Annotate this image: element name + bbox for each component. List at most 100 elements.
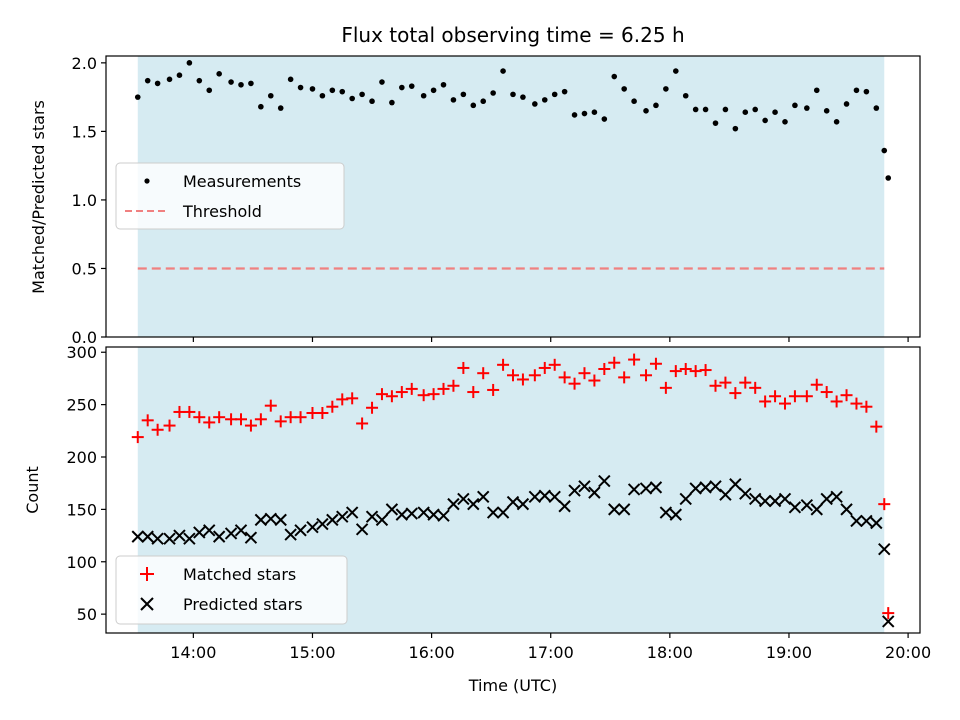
matched-star-point — [395, 386, 408, 399]
measurement-point — [329, 87, 336, 94]
predicted-star-point — [882, 615, 895, 628]
measurement-point — [450, 97, 457, 103]
matched-star-point — [659, 381, 672, 394]
matched-star-point — [405, 382, 418, 395]
matched-star-point — [679, 363, 692, 375]
predicted-star-point — [840, 503, 853, 516]
predicted-star-point — [203, 524, 216, 537]
predicted-star-point — [669, 508, 683, 521]
predicted-star-point — [306, 520, 319, 534]
matched-star-point — [739, 376, 752, 389]
predicted-star-point — [568, 484, 581, 497]
predicted-star-point — [538, 489, 551, 502]
measurement-point — [804, 105, 810, 111]
predicted-star-point — [326, 513, 339, 527]
legend-matched-marker — [140, 567, 154, 581]
predicted-star-point — [679, 492, 692, 506]
predicted-star-point — [506, 495, 520, 509]
x-tick-label: 19:00 — [766, 643, 812, 662]
predicted-star-point — [244, 531, 258, 544]
y-tick-label: 2.0 — [72, 54, 97, 73]
matched-star-point — [689, 365, 702, 378]
predicted-star-point — [284, 528, 297, 541]
predicted-star-point — [810, 503, 823, 516]
y-tick-label: 50 — [77, 605, 97, 624]
predicted-star-point — [850, 514, 863, 528]
y-tick-label: 0.5 — [72, 259, 97, 278]
predicted-star-point — [336, 510, 349, 523]
measurement-point — [702, 106, 709, 113]
chart-title: Flux total observing time = 6.25 h — [341, 23, 684, 47]
measurement-point — [228, 79, 234, 85]
predicted-star-point — [173, 529, 186, 542]
matched-star-point — [366, 401, 379, 414]
ratio-y-axis-label: Matched/Predicted stars — [29, 100, 48, 294]
count-y-ticks: 50 100 150 200 250 300 — [66, 343, 106, 624]
matched-star-point — [598, 363, 611, 375]
predicted-star-point — [729, 478, 742, 491]
predicted-star-point — [365, 510, 379, 523]
measurement-point — [813, 87, 820, 94]
predicted-star-point — [598, 474, 611, 488]
matched-star-point — [719, 376, 732, 389]
measurement-point — [420, 92, 427, 99]
predicted-star-point — [627, 483, 641, 496]
measurement-point — [853, 87, 860, 94]
measurement-point — [186, 60, 193, 66]
x-axis-label: Time (UTC) — [468, 676, 557, 695]
matched-star-point — [346, 392, 359, 405]
predicted-star-point — [788, 501, 802, 514]
measurement-point — [551, 91, 558, 98]
measurement-point — [782, 118, 788, 125]
matched-star-point — [548, 358, 561, 371]
x-tick-label: 17:00 — [528, 643, 574, 662]
matched-star-point — [628, 353, 641, 366]
x-tick-label: 14:00 — [170, 643, 216, 662]
measurement-point — [349, 95, 355, 102]
measurement-point — [379, 79, 385, 85]
x-tick-label: 20:00 — [885, 643, 931, 662]
y-tick-label: 250 — [66, 396, 97, 415]
matched-star-point — [151, 423, 164, 436]
matched-star-point — [778, 397, 791, 410]
count-y-axis-label: Count — [23, 466, 42, 514]
matched-star-point — [316, 407, 329, 419]
matched-star-point — [860, 400, 873, 413]
matched-star-point — [729, 387, 742, 400]
measurement-point — [287, 76, 294, 83]
matched-star-point — [709, 379, 722, 392]
predicted-star-point — [558, 500, 571, 513]
predicted-star-point — [405, 507, 418, 520]
measurement-point — [460, 91, 467, 98]
legend-predicted-label: Predicted stars — [183, 595, 303, 614]
ratio-marks — [134, 60, 892, 270]
measurement-point — [772, 109, 778, 115]
matched-star-point — [850, 397, 863, 410]
measurement-point — [682, 92, 689, 99]
measurement-point — [663, 86, 669, 92]
matched-star-point — [788, 390, 801, 403]
matched-star-point — [235, 413, 248, 426]
matched-star-point — [507, 369, 519, 382]
predicted-star-point — [212, 530, 226, 543]
predicted-star-point — [699, 481, 712, 494]
matched-star-point — [497, 358, 510, 371]
measurement-point — [833, 118, 840, 125]
y-tick-label: 150 — [66, 500, 97, 519]
y-tick-label: 200 — [66, 448, 97, 467]
matched-star-point — [326, 400, 339, 413]
predicted-star-point — [183, 532, 196, 545]
matched-star-point — [649, 357, 662, 370]
measurement-point — [248, 80, 254, 87]
measurement-point — [134, 94, 141, 100]
ratio-panel: 0.00.51.01.52.0 Matched/Predicted stars … — [29, 54, 921, 347]
measurement-point — [532, 101, 538, 107]
predicted-star-point — [355, 523, 369, 536]
legend-threshold-label: Threshold — [182, 202, 262, 221]
y-tick-label: 100 — [66, 553, 97, 572]
matched-star-point — [558, 371, 571, 384]
predicted-star-point — [800, 498, 814, 512]
predicted-star-point — [254, 513, 268, 527]
ratio-legend-box — [115, 162, 345, 230]
measurement-point — [176, 72, 183, 78]
